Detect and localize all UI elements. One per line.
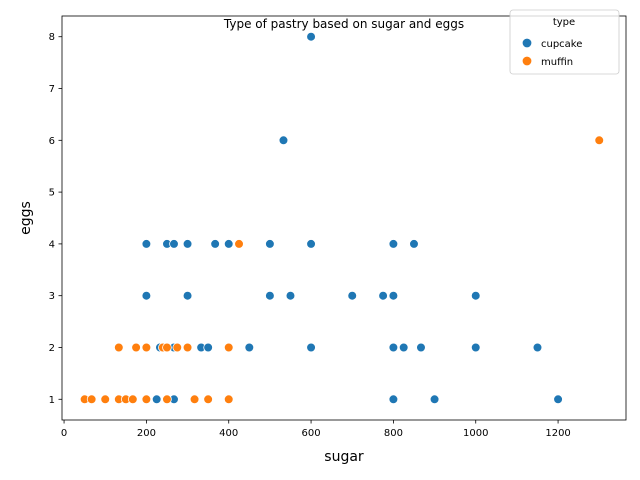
point-muffin — [203, 394, 213, 405]
point-cupcake — [470, 290, 481, 301]
point-cupcake — [141, 290, 152, 301]
legend-box — [509, 9, 620, 75]
data-points — [79, 31, 605, 405]
point-muffin — [182, 342, 193, 353]
point-muffin — [100, 394, 111, 405]
y-axis-ticks: 1 2 3 4 5 6 7 8 — [49, 32, 62, 406]
point-cupcake — [278, 135, 289, 146]
y-axis-title: eggs — [18, 201, 34, 235]
y-tick-label: 6 — [49, 136, 55, 147]
chart-title: Type of pastry based on sugar and eggs — [223, 17, 464, 31]
point-cupcake — [306, 239, 316, 249]
x-tick-label: 800 — [384, 428, 403, 439]
x-axis-title: sugar — [324, 449, 364, 465]
point-cupcake — [553, 394, 563, 405]
point-cupcake — [223, 239, 234, 249]
y-tick-label: 5 — [49, 188, 55, 199]
x-tick-label: 1200 — [545, 428, 570, 439]
legend-label-muffin: muffin — [541, 57, 573, 68]
point-cupcake — [398, 342, 409, 353]
point-cupcake — [244, 342, 255, 353]
y-tick-label: 3 — [49, 291, 55, 302]
point-muffin — [162, 394, 172, 405]
point-cupcake — [532, 342, 543, 353]
legend: type cupcake muffin — [509, 9, 620, 75]
point-cupcake — [388, 342, 399, 353]
point-muffin — [223, 394, 234, 405]
legend-label-cupcake: cupcake — [541, 39, 582, 50]
y-tick-label: 4 — [49, 239, 55, 250]
point-cupcake — [347, 290, 358, 301]
point-cupcake — [388, 394, 399, 405]
point-cupcake — [285, 290, 296, 301]
point-muffin — [86, 394, 97, 405]
point-cupcake — [388, 290, 399, 301]
point-muffin — [594, 135, 605, 146]
point-cupcake — [378, 290, 388, 301]
point-muffin — [131, 342, 141, 353]
point-cupcake — [203, 342, 213, 353]
point-muffin — [141, 394, 152, 405]
legend-marker-muffin — [521, 55, 533, 67]
legend-title: type — [553, 17, 575, 28]
point-muffin — [162, 342, 172, 353]
point-cupcake — [169, 239, 179, 249]
y-tick-label: 1 — [49, 395, 55, 406]
point-cupcake — [470, 342, 481, 353]
x-tick-label: 0 — [61, 428, 67, 439]
point-cupcake — [416, 342, 426, 353]
point-cupcake — [306, 31, 316, 42]
point-cupcake — [265, 239, 275, 249]
y-tick-label: 8 — [49, 32, 55, 43]
y-tick-label: 2 — [49, 343, 55, 354]
point-muffin — [234, 239, 244, 249]
point-cupcake — [429, 394, 440, 405]
point-cupcake — [182, 239, 193, 249]
point-muffin — [128, 394, 138, 405]
point-cupcake — [210, 239, 220, 249]
point-cupcake — [409, 239, 419, 249]
y-tick-label: 7 — [49, 84, 55, 95]
point-muffin — [189, 394, 200, 405]
point-cupcake — [141, 239, 152, 249]
point-cupcake — [306, 342, 316, 353]
x-tick-label: 1000 — [463, 428, 488, 439]
plot-area — [62, 16, 626, 420]
legend-marker-cupcake — [521, 37, 533, 49]
x-tick-label: 600 — [302, 428, 321, 439]
point-cupcake — [151, 394, 162, 405]
point-cupcake — [388, 239, 399, 249]
point-muffin — [141, 342, 152, 353]
point-muffin — [172, 342, 183, 353]
point-cupcake — [182, 290, 193, 301]
x-tick-label: 400 — [219, 428, 238, 439]
plot-frame — [61, 15, 627, 421]
point-muffin — [223, 342, 234, 353]
point-cupcake — [265, 290, 275, 301]
point-muffin — [114, 342, 124, 353]
x-tick-label: 200 — [137, 428, 156, 439]
x-axis-ticks: 0 200 400 600 800 1000 1200 — [61, 420, 571, 439]
